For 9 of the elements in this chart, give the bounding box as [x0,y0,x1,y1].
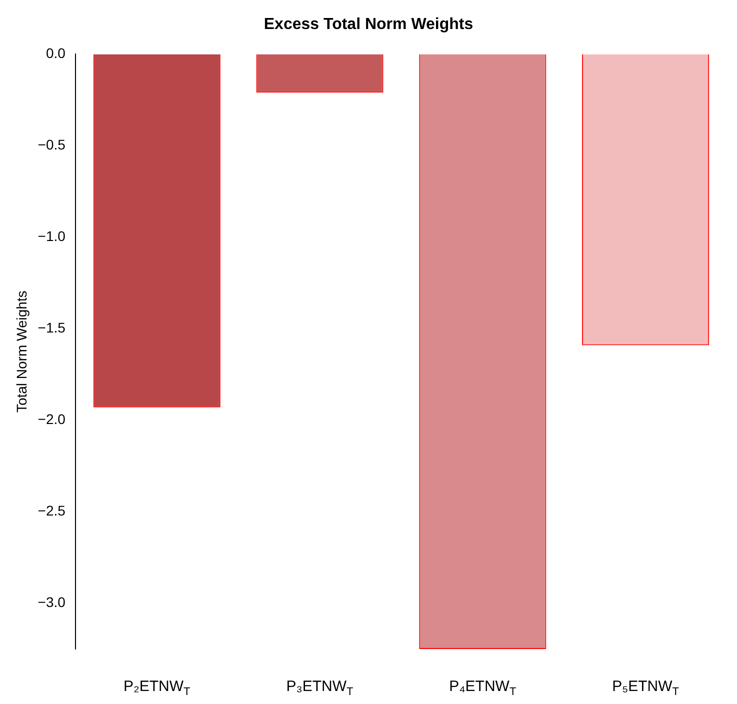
y-tick-label: −1.0 [38,228,66,244]
y-tick-label: −2.0 [38,411,66,428]
y-tick-label: −1.5 [38,320,66,336]
y-tick-label: −0.5 [38,136,66,153]
chart-title: Excess Total Norm Weights [264,16,474,34]
y-axis-title: Total Norm Weights [13,290,30,413]
y-tick-label: −3.0 [38,594,66,610]
y-tick-label: 0.0 [46,45,66,62]
y-tick-label: −2.5 [38,502,66,519]
